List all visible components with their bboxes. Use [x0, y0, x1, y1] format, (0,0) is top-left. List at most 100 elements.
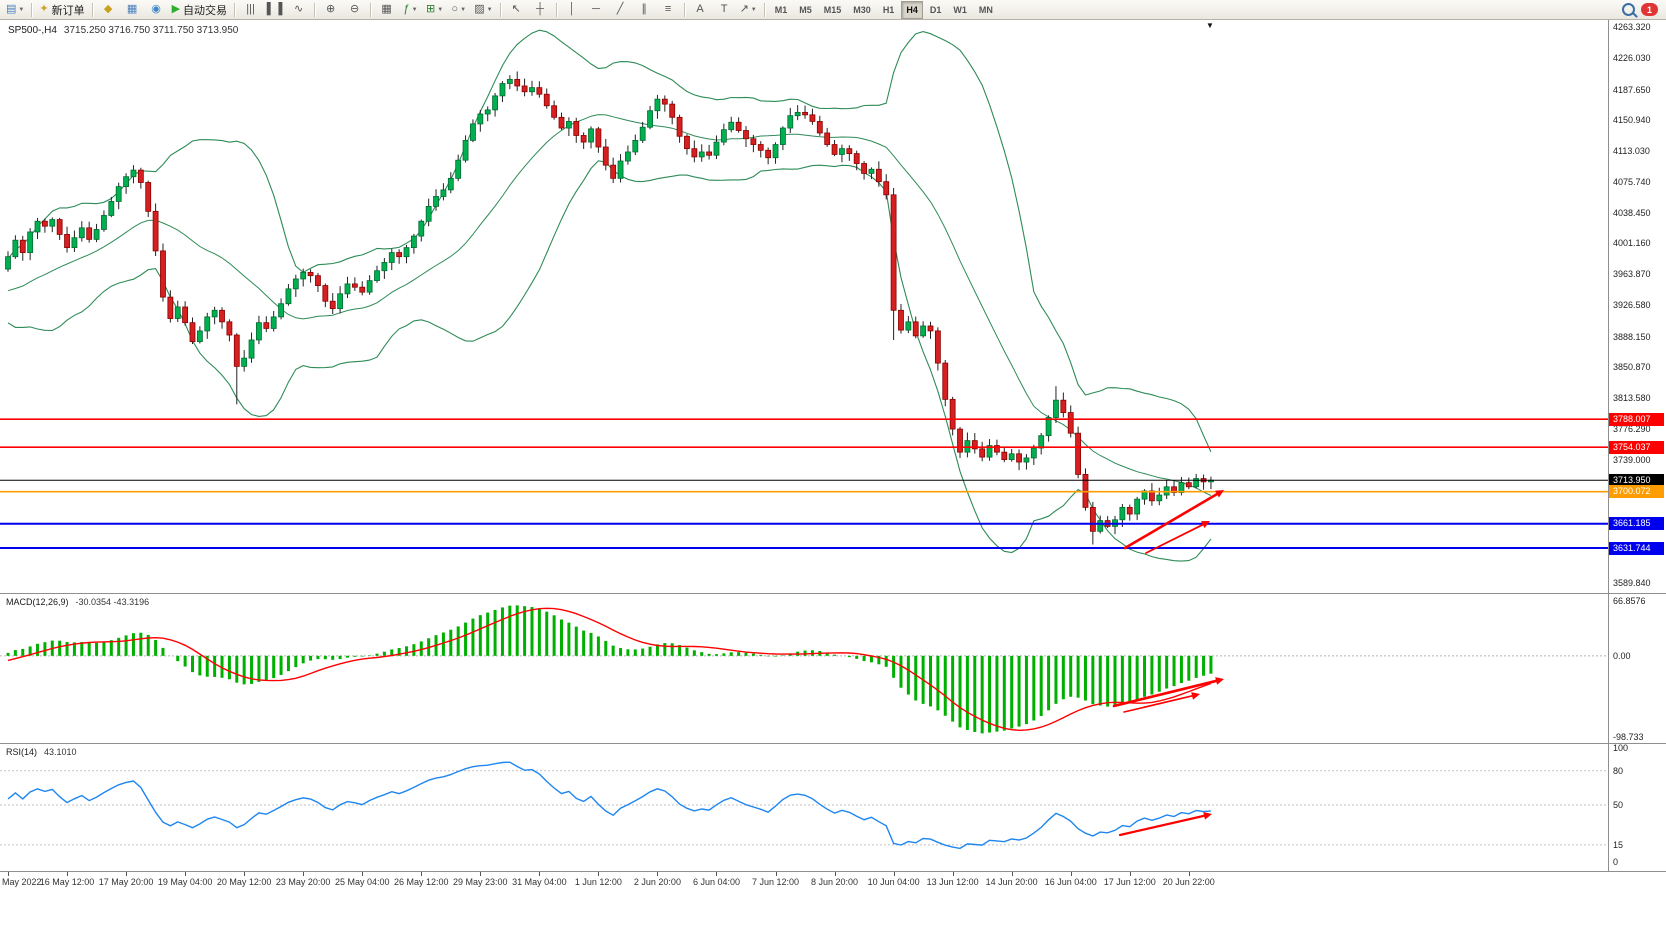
line-chart-type-button[interactable]: ∿ [287, 0, 310, 19]
price-axis-label: 3739.000 [1613, 454, 1651, 465]
macd-arrow-annotation[interactable] [1112, 677, 1224, 713]
vertical-line-button[interactable]: │ [561, 0, 584, 19]
horizontal-line-button[interactable]: ─ [585, 0, 608, 19]
toolbar-separator [91, 2, 93, 17]
text-button[interactable]: A [689, 0, 712, 19]
zoom-out-button[interactable]: ⊖ [343, 0, 366, 19]
time-tick-mark [1129, 872, 1131, 876]
zoom-in-button[interactable]: ⊕ [319, 0, 342, 19]
support-line-2-price-tag: 3631.744 [1609, 541, 1664, 555]
time-tick-mark [8, 872, 9, 876]
templates-button[interactable]: ▨ ▼ [471, 0, 495, 19]
macd-histogram [6, 605, 1213, 734]
market-watch-icon: ◆ [103, 3, 113, 15]
time-axis-label: 6 Jun 04:00 [692, 877, 740, 887]
timeframe-m15-button[interactable]: M15 [823, 4, 842, 15]
trendline-icon: ╱ [616, 3, 624, 15]
timeframe-m1-button[interactable]: M1 [774, 4, 788, 15]
cursor-button[interactable]: ↖ [505, 0, 528, 19]
periods-icon: ○ [451, 3, 459, 15]
time-axis-strip[interactable] [0, 872, 1666, 892]
rsi-axis-label: 0 [1613, 857, 1619, 867]
timeframe-h1-button[interactable]: H1 [882, 4, 895, 15]
toolbar-separator [683, 2, 685, 17]
candles [5, 71, 1214, 545]
market-watch-button[interactable]: ◆ [97, 0, 120, 19]
rsi-indicator-canvas[interactable] [0, 744, 1608, 872]
autotrading-button[interactable]: ▶ 自动交易 [169, 0, 230, 19]
rsi-axis-label: 100 [1613, 743, 1629, 753]
time-tick-mark [539, 872, 541, 876]
price-axis-label: 3776.290 [1613, 423, 1651, 434]
time-tick-mark [716, 872, 718, 876]
data-window-icon: ▦ [126, 3, 138, 15]
bar-chart-type-button[interactable]: ||| [239, 0, 262, 19]
zoom-out-icon: ⊖ [349, 3, 360, 15]
autotrading-icon: ▶ [171, 3, 181, 15]
timeframe-w1-button[interactable]: W1 [953, 4, 967, 15]
panel-divider[interactable] [0, 593, 1666, 594]
timeframe-h4-button[interactable]: H4 [901, 0, 923, 19]
price-axis-label: 3850.870 [1613, 362, 1651, 373]
macd-indicator-canvas[interactable] [0, 594, 1608, 744]
bollinger-bands [7, 29, 1212, 562]
strategy-tester-button[interactable]: ◉ [145, 0, 168, 19]
rsi-label-overlay: RSI(14) 43.1010 [6, 747, 77, 757]
ohlc-values-label: 3715.250 3716.750 3711.750 3713.950 [63, 25, 239, 36]
indicators-button[interactable]: ƒ ▼ [399, 0, 422, 19]
chart-title-overlay: SP500-,H4 3715.250 3716.750 3711.750 3713… [8, 25, 238, 36]
time-tick-mark [1188, 872, 1190, 876]
fibonacci-button[interactable]: ≡ [657, 0, 680, 19]
toolbar-separator [499, 2, 501, 17]
new-order-button-label: 新订单 [51, 4, 85, 17]
price-axis-label: 3888.150 [1613, 331, 1651, 342]
notification-badge[interactable]: 1 [1641, 3, 1658, 16]
time-tick-mark [244, 872, 246, 876]
add-indicator-button[interactable]: ⊞ ▼ [423, 0, 446, 19]
search-icon[interactable] [1622, 3, 1635, 16]
time-axis-label: 17 Jun 12:00 [1103, 877, 1156, 887]
rsi-axis-label: 15 [1613, 839, 1624, 850]
line-chart-type-icon: ∿ [293, 3, 304, 15]
crosshair-button[interactable]: ┼ [529, 0, 552, 19]
timeframe-m30-button[interactable]: M30 [853, 4, 871, 15]
time-axis-label: 19 May 04:00 [157, 877, 213, 887]
time-axis-label: 20 May 12:00 [216, 877, 272, 887]
dropdown-caret-icon: ▼ [750, 6, 757, 13]
new-order-button[interactable]: ✦ 新订单 [36, 0, 87, 19]
price-chart-canvas[interactable] [0, 20, 1608, 594]
macd-axis-label: 0.00 [1613, 650, 1631, 661]
time-tick-mark [598, 872, 600, 876]
horizontal-level-lines [0, 418, 1608, 550]
time-axis-label: 10 Jun 04:00 [867, 877, 920, 887]
new-chart-button[interactable]: ▤ ▼ [3, 0, 27, 19]
trend-arrow-annotation[interactable] [1123, 490, 1224, 554]
trendline-button[interactable]: ╱ [609, 0, 632, 19]
candlestick-chart-type-button[interactable]: ▌▐ [263, 0, 286, 19]
timeframe-d1-button[interactable]: D1 [929, 4, 942, 15]
price-axis-label: 4263.320 [1613, 22, 1651, 33]
text-label-button[interactable]: T [713, 0, 736, 19]
tile-windows-button[interactable]: ▦ [375, 0, 398, 19]
arrow-objects-button[interactable]: ↗ ▼ [737, 0, 760, 19]
timeframe-m5-button[interactable]: M5 [799, 4, 812, 15]
time-tick-mark [303, 872, 305, 876]
data-window-button[interactable]: ▦ [121, 0, 144, 19]
dropdown-caret-icon: ▼ [460, 6, 467, 13]
time-axis-label: 14 Jun 20:00 [985, 877, 1038, 887]
time-axis-label: 16 May 12:00 [39, 877, 95, 887]
channel-button[interactable]: ∥ [633, 0, 656, 19]
chart-shift-marker-icon[interactable]: ▼ [1206, 21, 1214, 30]
rsi-arrow-annotation[interactable] [1118, 812, 1212, 837]
channel-icon: ∥ [641, 3, 647, 15]
time-tick-mark [657, 872, 659, 876]
periods-button[interactable]: ○ ▼ [447, 0, 470, 19]
time-tick-mark [362, 872, 364, 876]
price-axis-border [1608, 20, 1609, 872]
time-tick-mark [834, 872, 836, 876]
strategy-tester-icon: ◉ [151, 3, 161, 15]
timeframe-mn-button[interactable]: MN [978, 4, 993, 15]
templates-icon: ▨ [474, 3, 485, 15]
panel-divider[interactable] [0, 743, 1666, 744]
toolbar-separator [763, 2, 765, 17]
